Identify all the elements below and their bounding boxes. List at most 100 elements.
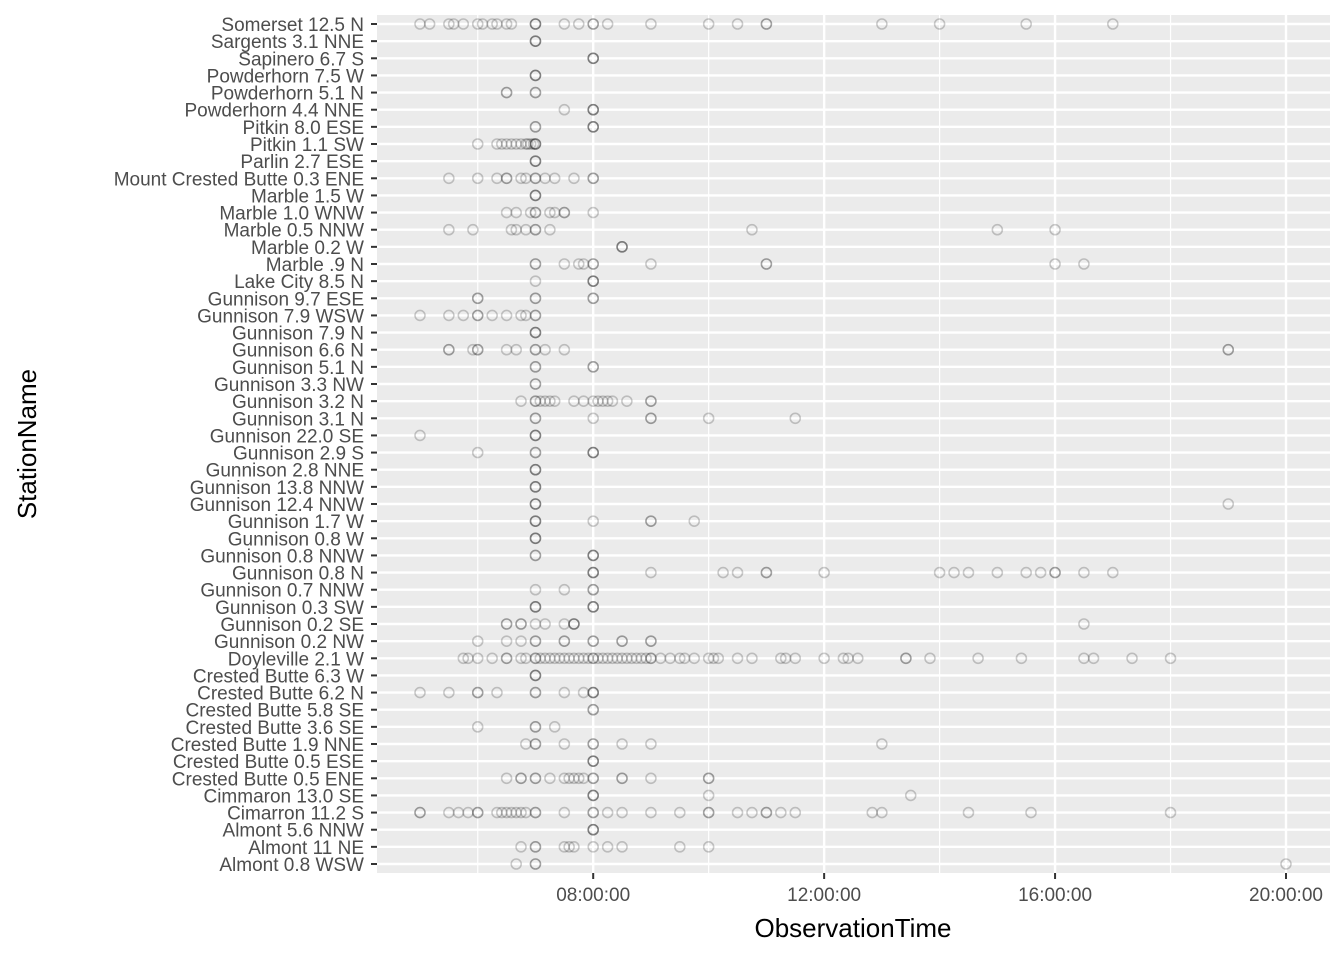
data-point xyxy=(587,755,600,767)
data-point xyxy=(779,652,792,665)
data-point xyxy=(760,18,773,30)
data-point xyxy=(452,806,465,819)
x-tick-label: 08:00:00 xyxy=(556,885,630,906)
data-point xyxy=(500,172,513,185)
y-tick-label: Mount Crested Butte 0.3 ENE xyxy=(114,169,364,190)
data-point xyxy=(539,343,551,356)
x-tick-label: 16:00:00 xyxy=(1018,885,1092,906)
data-point xyxy=(491,806,503,819)
data-point xyxy=(529,635,542,647)
data-point xyxy=(515,806,527,819)
data-point xyxy=(645,806,657,819)
data-point xyxy=(529,412,542,425)
data-point xyxy=(587,549,600,562)
data-point xyxy=(789,412,802,425)
data-point xyxy=(414,686,426,699)
data-point xyxy=(1020,566,1032,579)
y-tick-label: Marble 0.2 W xyxy=(251,238,364,259)
data-point xyxy=(529,858,542,870)
data-point xyxy=(529,35,542,47)
data-point xyxy=(587,841,600,853)
data-point xyxy=(529,395,542,407)
data-point xyxy=(529,69,542,82)
data-point xyxy=(587,549,600,562)
data-point xyxy=(529,86,542,99)
data-point xyxy=(1087,652,1100,665)
data-point xyxy=(587,772,600,785)
y-tick-label: Crested Butte 1.9 NNE xyxy=(171,735,364,756)
data-point xyxy=(876,738,888,750)
data-point xyxy=(587,52,600,65)
data-point xyxy=(534,652,547,665)
data-point xyxy=(520,806,532,819)
y-tick-label: Crested Butte 3.6 SE xyxy=(186,718,365,739)
data-point xyxy=(972,652,984,665)
data-point xyxy=(548,172,561,185)
data-point xyxy=(505,806,518,819)
data-point xyxy=(524,206,537,219)
data-point xyxy=(558,18,571,30)
y-tick-label: Gunnison 3.2 N xyxy=(232,392,364,413)
data-point xyxy=(577,686,590,699)
data-point xyxy=(544,772,556,785)
data-point xyxy=(529,481,542,493)
data-point xyxy=(558,806,571,819)
data-point xyxy=(529,138,542,150)
data-point xyxy=(760,806,773,819)
data-point xyxy=(510,138,523,150)
y-tick-label: Cimmaron 13.0 SE xyxy=(203,786,364,807)
data-point xyxy=(712,652,725,665)
data-point xyxy=(529,498,542,510)
data-point xyxy=(866,806,879,819)
data-point xyxy=(529,69,542,82)
data-point xyxy=(539,172,551,185)
data-point xyxy=(529,275,542,287)
data-point xyxy=(529,601,542,613)
data-point xyxy=(515,772,527,785)
data-point xyxy=(529,395,542,407)
data-point xyxy=(553,652,566,665)
data-point xyxy=(529,35,542,47)
data-point xyxy=(558,635,571,647)
y-tick-label: Gunnison 0.3 SW xyxy=(215,598,364,619)
y-tick-label: Pitkin 8.0 ESE xyxy=(243,118,364,139)
y-tick-label: Gunnison 5.1 N xyxy=(232,358,364,379)
data-point xyxy=(471,806,484,819)
data-point xyxy=(443,343,455,356)
data-point xyxy=(654,652,667,665)
data-point xyxy=(1015,652,1028,665)
data-point xyxy=(491,138,503,150)
data-point xyxy=(587,52,600,65)
y-tick-label: Gunnison 7.9 N xyxy=(232,324,364,345)
data-point xyxy=(500,652,513,665)
data-point xyxy=(510,206,523,219)
data-point xyxy=(1034,566,1047,579)
data-point xyxy=(515,635,527,647)
data-point xyxy=(645,635,657,647)
data-point xyxy=(601,806,614,819)
y-tick-label: Gunnison 0.8 N xyxy=(232,564,364,585)
data-point xyxy=(587,515,600,527)
data-point xyxy=(471,806,484,819)
data-point xyxy=(587,635,600,647)
y-tick-label: Doyleville 2.1 W xyxy=(228,649,364,670)
data-point xyxy=(577,772,590,785)
y-tick-label: Crested Butte 6.2 N xyxy=(197,684,364,705)
data-point xyxy=(645,738,657,750)
data-point xyxy=(904,789,917,802)
data-point xyxy=(529,326,542,339)
data-point xyxy=(414,18,426,30)
data-point xyxy=(529,515,542,527)
data-point xyxy=(587,686,600,699)
data-point xyxy=(529,138,542,150)
y-tick-label: Gunnison 3.3 NW xyxy=(214,375,364,396)
data-point xyxy=(616,635,628,647)
y-tick-label: Parlin 2.7 ESE xyxy=(240,152,364,173)
data-point xyxy=(587,703,600,716)
data-point xyxy=(558,652,571,665)
y-tick-label: Crested Butte 0.5 ESE xyxy=(173,752,364,773)
data-point xyxy=(529,532,542,545)
data-point xyxy=(568,618,580,630)
data-point xyxy=(962,806,975,819)
